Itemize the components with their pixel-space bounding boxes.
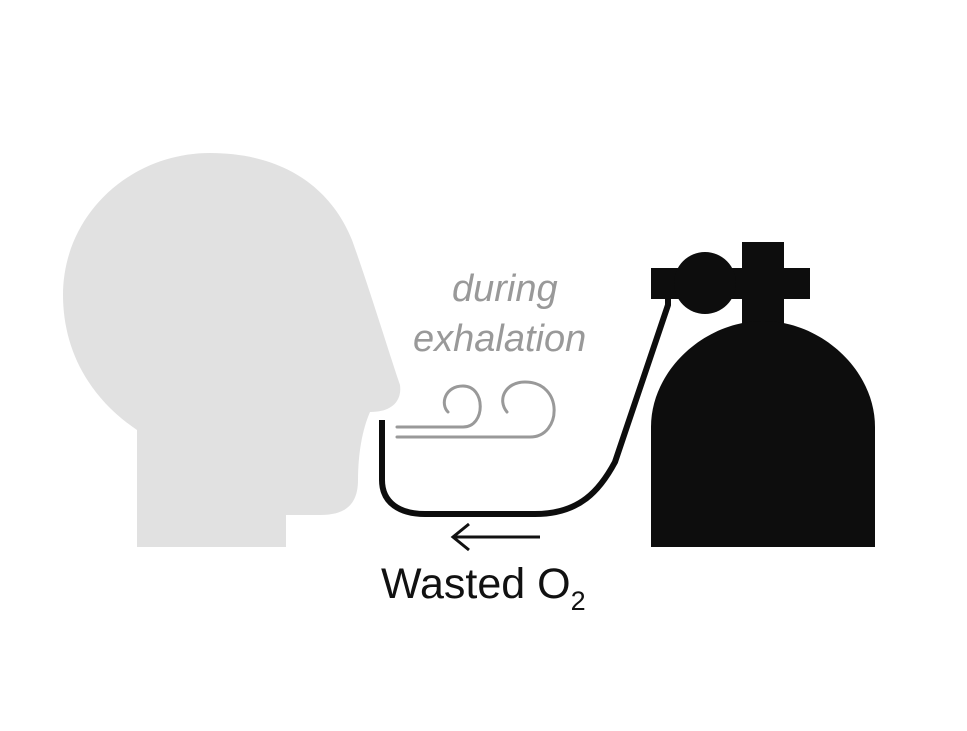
head-silhouette-icon — [63, 153, 401, 547]
label-during: during — [452, 268, 558, 310]
breath-swirl-icon — [395, 380, 556, 439]
label-wasted-subscript: 2 — [570, 586, 586, 616]
arrow-left-icon — [450, 522, 540, 552]
oxygen-tank-icon — [651, 242, 875, 547]
label-wasted-o2: Wasted O2 — [381, 558, 586, 615]
label-wasted-main: Wasted O — [381, 560, 571, 608]
oxygen-tube — [379, 283, 671, 517]
label-exhalation: exhalation — [413, 318, 587, 360]
